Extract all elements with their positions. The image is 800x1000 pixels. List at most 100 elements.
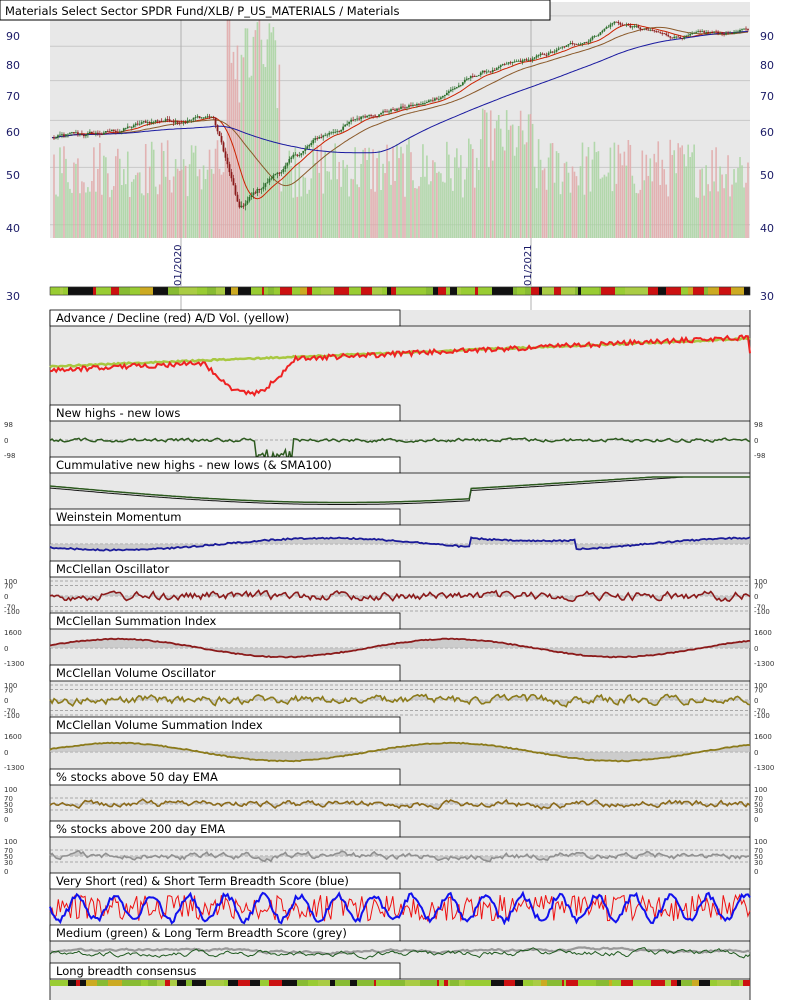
consensus-segment <box>64 980 68 986</box>
osc-tick-right: -70 <box>754 604 765 612</box>
candle-body <box>693 32 696 34</box>
candle-body <box>420 104 422 106</box>
volume-bar <box>497 114 500 238</box>
volume-bar <box>300 196 303 238</box>
volume-bar <box>521 130 524 238</box>
volume-bars <box>53 0 749 239</box>
candle-body <box>433 98 436 101</box>
candle-body <box>192 117 195 120</box>
pct-line <box>49 849 751 863</box>
consensus-segment <box>177 980 186 986</box>
candle-body <box>236 194 239 202</box>
candle-body <box>649 29 652 31</box>
candle-body <box>465 78 468 80</box>
volume-bar <box>170 192 173 238</box>
volume-bar <box>709 191 711 238</box>
candle-body <box>90 131 93 134</box>
consensus-segment <box>647 980 651 986</box>
price-tick-right: 40 <box>760 222 774 235</box>
consensus-segment <box>564 980 566 986</box>
candle-body <box>406 107 408 109</box>
consensus-segment <box>656 980 662 986</box>
candle-body <box>376 116 378 117</box>
candle-body <box>254 192 257 194</box>
volume-bar <box>390 184 392 238</box>
volume-bar <box>172 176 175 238</box>
volume-bar <box>631 175 634 238</box>
candle-body <box>284 165 287 170</box>
volume-bar <box>735 182 737 238</box>
consensus-segment <box>308 980 318 986</box>
volume-bar <box>464 179 466 238</box>
strip-segment <box>681 287 685 295</box>
candle-body <box>605 27 608 29</box>
volume-bar <box>146 193 149 238</box>
volume-bar <box>119 158 121 238</box>
volume-bar <box>278 64 281 238</box>
volume-bar <box>412 180 414 238</box>
candle-body <box>735 32 737 33</box>
candle-body <box>645 28 648 30</box>
volume-bar <box>59 147 61 238</box>
volume-bar <box>442 181 444 238</box>
candle-body <box>92 133 95 135</box>
candle-body <box>194 117 197 118</box>
volume-bar <box>284 169 287 238</box>
volume-bar <box>691 152 693 238</box>
candle-body <box>412 104 414 106</box>
candle-body <box>414 104 416 106</box>
panel-title: Long breadth consensus <box>56 964 196 978</box>
volume-bar <box>272 27 275 238</box>
osc-tick-right: -70 <box>754 708 765 716</box>
candle-body <box>629 25 632 28</box>
ad-line <box>49 334 751 398</box>
volume-bar <box>549 143 552 238</box>
volume-bar <box>583 194 586 238</box>
volume-bar <box>481 108 484 239</box>
panel-title-box <box>49 924 401 942</box>
candle-body <box>453 88 456 90</box>
candle-body <box>537 55 540 57</box>
consensus-segment <box>717 980 731 986</box>
candle-body <box>246 200 249 204</box>
volume-bar <box>77 158 79 238</box>
panel-nhnl: 98 98 0 0 -98 -98 New highs - new lows <box>4 404 765 462</box>
strip-segment <box>197 287 207 295</box>
candle-body <box>565 45 568 47</box>
candle-body <box>589 39 592 42</box>
consensus-segment <box>68 980 76 986</box>
candle-body <box>210 116 213 118</box>
volume-bar <box>422 144 424 238</box>
candle-body <box>94 132 97 134</box>
long-line <box>49 946 751 956</box>
pct-tick-left: 0 <box>4 868 8 876</box>
strip-segment <box>513 287 517 295</box>
strip-segment <box>561 287 575 295</box>
volume-bar <box>222 172 225 238</box>
volume-bar <box>320 145 323 238</box>
consensus-segment <box>444 980 448 986</box>
volume-bar <box>647 175 650 238</box>
candle-body <box>67 133 69 135</box>
candle-body <box>63 134 65 136</box>
strip-segment <box>426 287 433 295</box>
candle-body <box>607 26 610 28</box>
volume-bar <box>507 129 510 238</box>
consensus-segment <box>743 980 750 986</box>
volume-bar <box>322 193 325 238</box>
volume-bar <box>286 163 289 238</box>
strip-segment <box>599 287 601 295</box>
candle-body <box>575 44 578 45</box>
volume-bar <box>266 39 269 238</box>
candle-body <box>59 134 61 136</box>
consensus-segment <box>131 980 141 986</box>
volume-bar <box>713 181 715 238</box>
candle-body <box>328 132 331 135</box>
volume-bar <box>93 147 95 238</box>
candle-body <box>569 43 572 45</box>
candle-body <box>625 24 628 26</box>
volume-bar <box>635 192 638 238</box>
candle-body <box>168 119 171 122</box>
volume-bar <box>184 165 187 238</box>
